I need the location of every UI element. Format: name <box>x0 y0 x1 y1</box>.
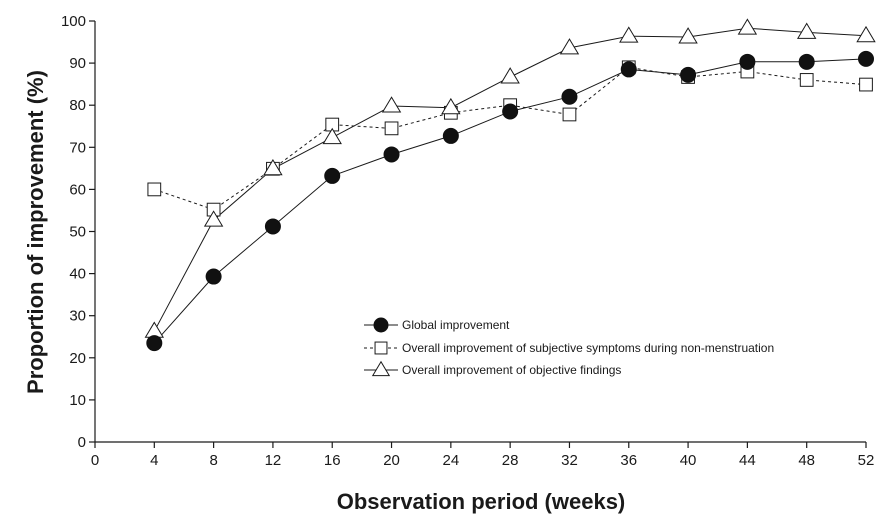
x-tick-label: 4 <box>150 452 158 469</box>
legend-marker-3 <box>371 360 391 377</box>
data-point <box>502 103 519 120</box>
data-point <box>381 96 402 113</box>
data-point <box>324 167 341 184</box>
data-point <box>146 335 163 352</box>
data-point <box>384 121 399 136</box>
legend: Global improvement Overall improvement of… <box>364 317 774 377</box>
data-point <box>619 26 639 43</box>
data-point <box>203 210 224 227</box>
data-point <box>678 27 698 44</box>
data-point <box>798 53 815 70</box>
series-markers <box>144 18 876 352</box>
y-tick-label: 30 <box>69 308 86 325</box>
data-point <box>205 268 222 285</box>
y-tick-label: 10 <box>69 392 86 409</box>
data-point <box>799 73 814 87</box>
data-point <box>561 88 578 105</box>
data-point <box>442 127 459 144</box>
y-tick-label: 50 <box>69 224 86 241</box>
x-tick-label: 0 <box>91 452 99 469</box>
data-point <box>739 53 756 70</box>
x-tick-label: 16 <box>324 452 341 469</box>
data-point <box>620 61 637 78</box>
legend-label-1: Global improvement <box>402 318 510 332</box>
y-tick-label: 60 <box>69 181 86 198</box>
data-point <box>562 107 577 122</box>
x-tick-label: 48 <box>798 452 815 469</box>
y-tick-label: 70 <box>69 139 86 156</box>
y-tick-label: 40 <box>69 266 86 283</box>
x-tick-label: 32 <box>561 452 578 469</box>
y-axis-title: Proportion of improvement (%) <box>23 70 48 394</box>
data-point <box>796 22 817 39</box>
y-tick-label: 90 <box>69 55 86 72</box>
y-tick-label: 80 <box>69 97 86 114</box>
legend-label-2: Overall improvement of subjective sympto… <box>402 341 774 355</box>
data-point <box>859 77 873 92</box>
legend-label-3: Overall improvement of objective finding… <box>402 363 621 377</box>
x-tick-label: 44 <box>739 452 756 469</box>
data-point <box>441 97 461 115</box>
data-point <box>263 158 283 176</box>
x-tick-label: 8 <box>209 452 217 469</box>
data-point <box>500 67 520 84</box>
data-point <box>559 38 580 55</box>
x-tick-label: 36 <box>620 452 637 469</box>
series-line-2 <box>154 66 867 211</box>
x-axis-title: Observation period (weeks) <box>337 489 626 514</box>
data-point <box>680 66 697 83</box>
data-point <box>147 182 162 197</box>
x-tick-label: 12 <box>265 452 282 469</box>
data-point <box>856 25 876 43</box>
y-tick-label: 0 <box>78 434 86 451</box>
x-tick-label: 40 <box>680 452 697 469</box>
y-tick-label: 20 <box>69 350 86 367</box>
x-tick-label: 28 <box>502 452 519 469</box>
x-tick-label: 24 <box>443 452 460 469</box>
data-point <box>144 321 165 338</box>
data-point <box>737 18 758 35</box>
data-point <box>383 146 400 163</box>
y-tick-label: 100 <box>61 13 86 30</box>
legend-marker-2 <box>374 341 388 355</box>
x-tick-label: 52 <box>858 452 875 469</box>
data-point <box>322 127 342 145</box>
x-tick-label: 20 <box>383 452 400 469</box>
legend-marker-1 <box>373 317 389 333</box>
data-point <box>264 218 281 235</box>
data-point <box>858 50 874 67</box>
